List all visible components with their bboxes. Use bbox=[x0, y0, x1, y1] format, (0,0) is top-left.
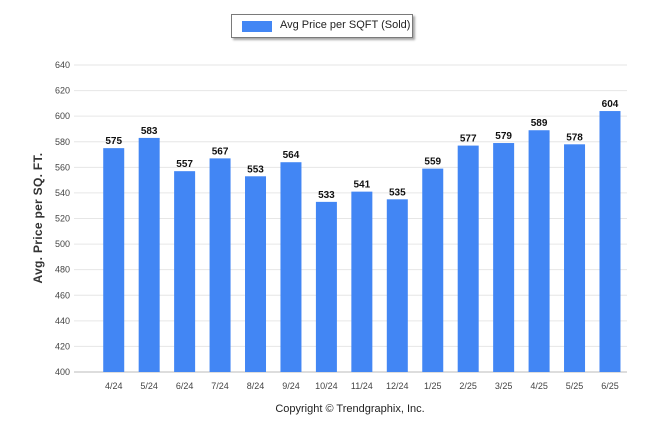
y-tick-label: 520 bbox=[55, 214, 70, 224]
y-tick-label: 620 bbox=[55, 86, 70, 96]
x-tick-label: 3/25 bbox=[495, 381, 513, 391]
y-tick-label: 400 bbox=[55, 367, 70, 377]
y-tick-label: 580 bbox=[55, 137, 70, 147]
legend-swatch bbox=[242, 21, 272, 32]
copyright-text: Copyright © Trendgraphix, Inc. bbox=[275, 403, 425, 415]
y-tick-label: 420 bbox=[55, 341, 70, 351]
data-label: 535 bbox=[389, 187, 406, 198]
legend-label: Avg Price per SQFT (Sold) bbox=[280, 19, 411, 31]
bar bbox=[528, 130, 550, 372]
y-tick-label: 560 bbox=[55, 162, 70, 172]
data-label: 579 bbox=[495, 131, 512, 142]
x-tick-label: 5/25 bbox=[566, 381, 584, 391]
bar bbox=[174, 171, 196, 372]
bar bbox=[422, 168, 444, 372]
bar bbox=[280, 162, 302, 372]
x-tick-label: 1/25 bbox=[424, 381, 442, 391]
bar bbox=[457, 145, 479, 372]
data-label: 553 bbox=[247, 164, 264, 175]
x-tick-label: 8/24 bbox=[247, 381, 265, 391]
bar bbox=[209, 158, 231, 372]
y-tick-label: 480 bbox=[55, 265, 70, 275]
data-label: 533 bbox=[318, 190, 335, 201]
bar bbox=[564, 144, 586, 372]
data-label: 577 bbox=[460, 134, 477, 145]
x-tick-label: 9/24 bbox=[282, 381, 300, 391]
x-tick-label: 7/24 bbox=[211, 381, 229, 391]
data-labels: 575 583 557 567 553 564 533 541 535 559 577 579 589 5… bbox=[105, 99, 618, 201]
data-label: 604 bbox=[602, 99, 619, 110]
data-label: 578 bbox=[566, 132, 583, 143]
y-tick-label: 440 bbox=[55, 316, 70, 326]
bar bbox=[103, 148, 125, 372]
x-tick-label: 2/25 bbox=[459, 381, 477, 391]
bar bbox=[599, 111, 621, 373]
x-axis-ticks: 4/24 5/24 6/24 7/24 8/24 9/24 10/24 11/24 12/24 1… bbox=[105, 381, 619, 391]
data-label: 564 bbox=[283, 150, 300, 161]
bars bbox=[103, 111, 621, 373]
bar bbox=[351, 191, 373, 372]
x-tick-label: 11/24 bbox=[351, 381, 373, 391]
data-label: 589 bbox=[531, 118, 548, 129]
legend: Avg Price per SQFT (Sold) bbox=[231, 14, 413, 38]
x-tick-label: 6/24 bbox=[176, 381, 194, 391]
data-label: 583 bbox=[141, 126, 158, 137]
data-label: 559 bbox=[424, 157, 441, 168]
bar bbox=[245, 176, 267, 372]
x-tick-label: 6/25 bbox=[601, 381, 619, 391]
data-label: 541 bbox=[354, 180, 371, 191]
bar bbox=[315, 201, 337, 372]
x-tick-label: 5/24 bbox=[140, 381, 158, 391]
y-axis-ticks: 400 420 440 460 480 500 520 540 560 580 600 620 640 bbox=[55, 60, 70, 377]
x-tick-label: 12/24 bbox=[386, 381, 409, 391]
y-tick-label: 500 bbox=[55, 239, 70, 249]
x-tick-label: 10/24 bbox=[315, 381, 338, 391]
data-label: 567 bbox=[212, 146, 229, 157]
data-label: 575 bbox=[105, 136, 122, 147]
bar bbox=[138, 137, 160, 372]
data-label: 557 bbox=[176, 159, 193, 170]
y-tick-label: 600 bbox=[55, 111, 70, 121]
y-tick-label: 460 bbox=[55, 290, 70, 300]
x-tick-label: 4/25 bbox=[530, 381, 548, 391]
y-tick-label: 540 bbox=[55, 188, 70, 198]
x-tick-label: 4/24 bbox=[105, 381, 123, 391]
bar bbox=[493, 143, 515, 372]
bar bbox=[386, 199, 408, 372]
y-tick-label: 640 bbox=[55, 60, 70, 70]
